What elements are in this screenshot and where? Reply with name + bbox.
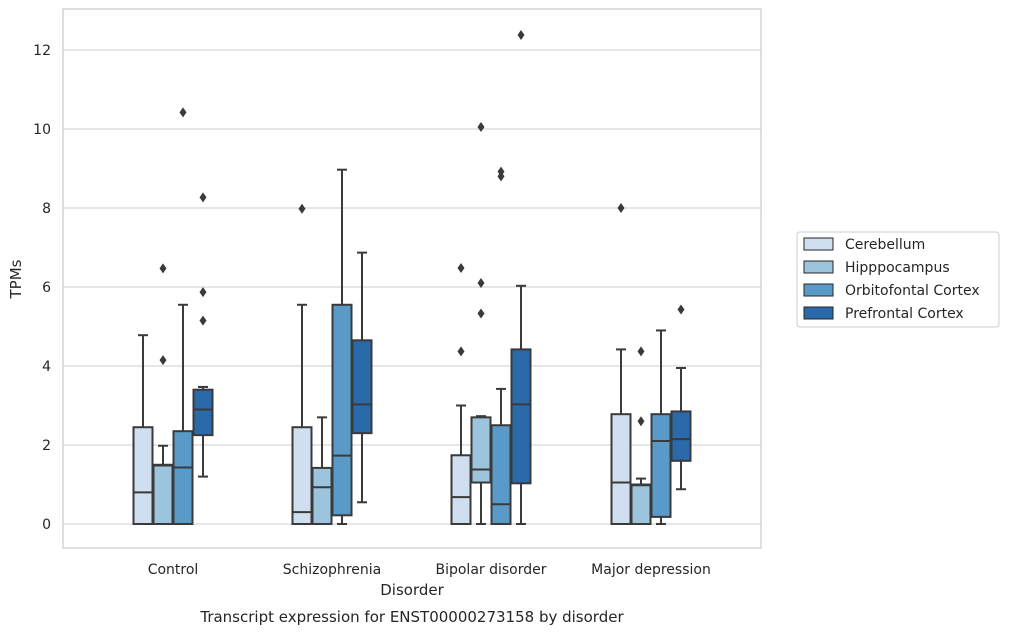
x-tick-label: Control [148, 562, 199, 578]
box [192, 388, 214, 437]
y-tick-label: 8 [42, 201, 51, 217]
plot-area-frame [62, 8, 762, 549]
box [450, 454, 472, 525]
outlier-point [477, 278, 485, 289]
outlier-point [298, 203, 306, 214]
y-tick-label: 4 [42, 359, 51, 375]
legend-label: Hipppocampus [845, 260, 950, 276]
outlier-point [159, 355, 167, 366]
outlier-point [637, 346, 645, 357]
outlier-point [199, 192, 207, 203]
legend-item: Prefrontal Cortex [803, 306, 964, 322]
box [470, 416, 492, 484]
y-tick-label: 6 [42, 280, 51, 296]
series-hipppocampus [152, 122, 652, 526]
x-tick-label: Schizophrenia [283, 562, 381, 578]
outlier-point [199, 315, 207, 326]
series-orbitofontal-cortex [172, 107, 672, 525]
outlier-point [199, 287, 207, 298]
y-tick-label: 12 [33, 43, 51, 59]
box [331, 303, 353, 517]
x-axis-label: Disorder [380, 581, 444, 599]
outlier-point [477, 308, 485, 319]
chart-caption: Transcript expression for ENST0000027315… [199, 608, 624, 626]
box [510, 348, 532, 485]
y-tick-label: 0 [42, 517, 51, 533]
box [351, 339, 373, 435]
box [311, 466, 333, 526]
legend-swatch [803, 283, 834, 297]
outlier-point [457, 346, 465, 357]
y-tick-label: 2 [42, 438, 51, 454]
box [172, 430, 194, 525]
outlier-point [617, 203, 625, 213]
legend-swatch [803, 237, 834, 251]
legend-item: Cerebellum [803, 237, 925, 253]
y-axis-label: TPMs [7, 259, 25, 299]
legend-swatch [803, 306, 834, 320]
y-tick-label: 10 [33, 122, 51, 138]
outlier-point [159, 263, 167, 274]
outlier-point [517, 29, 525, 40]
box [650, 413, 672, 518]
x-tick-label: Bipolar disorder [435, 562, 546, 578]
box [670, 410, 692, 462]
x-tick-label: Major depression [591, 562, 711, 578]
y-axis-ticks: 0 2 4 6 8 10 12 [33, 43, 51, 533]
outlier-point [179, 107, 187, 118]
outlier-point [477, 122, 485, 133]
box [610, 413, 632, 525]
legend: Cerebellum Hipppocampus Orbitofontal Corte… [796, 231, 1000, 328]
legend-label: Prefrontal Cortex [845, 306, 964, 322]
box [630, 483, 652, 525]
legend-item: Hipppocampus [803, 260, 950, 276]
legend-item: Orbitofontal Cortex [803, 283, 980, 299]
x-axis-ticks: Control Schizophrenia Bipolar disorder Majo… [148, 562, 711, 578]
legend-label: Orbitofontal Cortex [845, 283, 980, 299]
outlier-point [637, 416, 645, 427]
series-cerebellum [132, 203, 632, 526]
box [490, 424, 512, 525]
box [132, 426, 154, 526]
box [291, 426, 313, 526]
box-series [132, 29, 692, 526]
outlier-point [497, 166, 505, 177]
outlier-point [457, 263, 465, 274]
outlier-point [677, 304, 685, 315]
legend-frame [796, 231, 1000, 328]
series-prefrontal-cortex [192, 29, 692, 525]
box [152, 463, 174, 525]
legend-label: Cerebellum [845, 237, 925, 253]
legend-swatch [803, 260, 834, 274]
